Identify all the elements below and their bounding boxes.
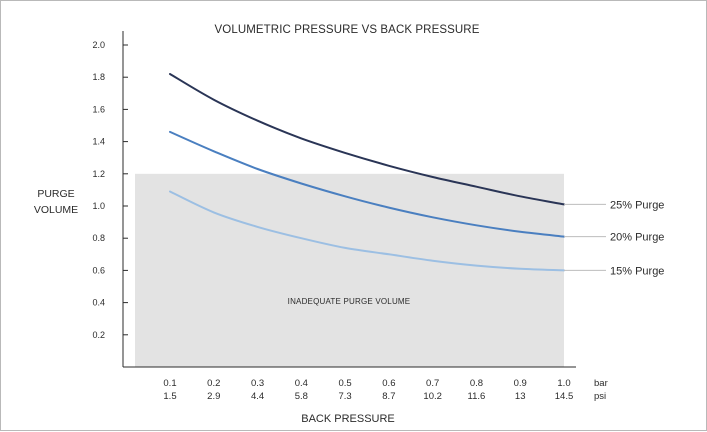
x-tick-label-bar: 1.0 — [557, 378, 570, 389]
x-tick-label-psi: 1.5 — [163, 391, 176, 402]
y-tick-label: 1.2 — [92, 169, 105, 179]
x-tick-label-bar: 0.1 — [163, 378, 176, 389]
x-tick-label-psi: 7.3 — [339, 391, 352, 402]
series-label: 20% Purge — [610, 232, 664, 244]
y-tick-label: 1.4 — [92, 137, 105, 147]
x-tick-label-bar: 0.7 — [426, 378, 439, 389]
y-tick-label: 0.8 — [92, 233, 105, 243]
chart-title: VOLUMETRIC PRESSURE VS BACK PRESSURE — [215, 24, 480, 36]
series-line-20-purge — [169, 130, 565, 238]
y-tick-label: 1.8 — [92, 72, 105, 82]
x-tick-label-bar: 0.8 — [470, 378, 483, 389]
shade-layer — [135, 173, 564, 367]
x-tick-label-bar: 0.3 — [251, 378, 264, 389]
x-tick-label-bar: 0.5 — [339, 378, 352, 389]
x-tick-label-psi: 14.5 — [555, 391, 574, 402]
x-axis-label: BACK PRESSURE — [301, 413, 395, 425]
inadequate-region — [135, 173, 564, 367]
x-unit-bar: bar — [594, 378, 608, 389]
x-tick-label-psi: 2.9 — [207, 391, 220, 402]
x-tick-label-psi: 5.8 — [295, 391, 308, 402]
x-tick-label-bar: 0.2 — [207, 378, 220, 389]
y-tick-label: 1.0 — [92, 201, 105, 211]
x-tick-label-bar: 0.6 — [382, 378, 395, 389]
y-tick-label: 0.4 — [92, 298, 105, 308]
series-label: 25% Purge — [610, 199, 664, 211]
y-tick-label: 0.2 — [92, 330, 105, 340]
shaded-region-label: INADEQUATE PURGE VOLUME — [288, 297, 411, 306]
x-tick-label-psi: 4.4 — [251, 391, 264, 402]
series-line-15-purge — [169, 190, 565, 272]
y-axis-label-line-2: VOLUME — [34, 204, 78, 216]
y-tick-label: 2.0 — [92, 40, 105, 50]
text-layer: VOLUMETRIC PRESSURE VS BACK PRESSURE PUR… — [34, 24, 665, 425]
x-tick-label-bar: 0.4 — [295, 378, 308, 389]
axes-layer — [122, 31, 576, 368]
series-label: 15% Purge — [610, 265, 664, 277]
x-tick-label-psi: 10.2 — [423, 391, 442, 402]
series-layer — [169, 73, 606, 272]
y-tick-label: 1.6 — [92, 104, 105, 114]
x-unit-psi: psi — [594, 391, 606, 402]
x-tick-label-psi: 11.6 — [468, 391, 486, 402]
x-tick-label-psi: 13 — [515, 391, 526, 402]
x-tick-label-psi: 8.7 — [382, 391, 395, 402]
x-tick-label-bar: 0.9 — [514, 378, 527, 389]
y-axis-label-line-1: PURGE — [37, 188, 74, 200]
series-line-25-purge — [169, 73, 565, 206]
y-tick-label: 0.6 — [92, 265, 105, 275]
